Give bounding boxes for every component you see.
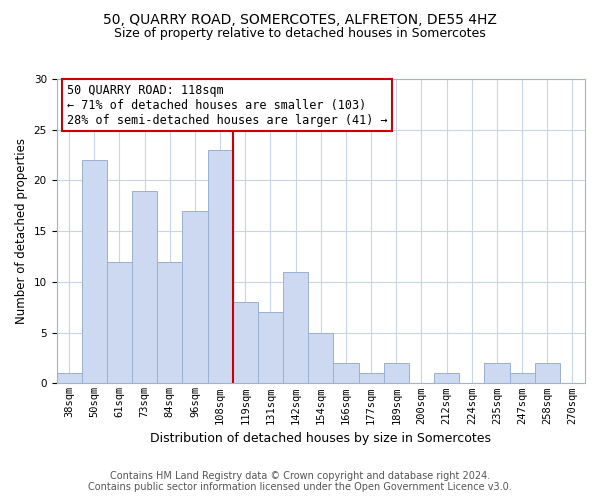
Text: Contains HM Land Registry data © Crown copyright and database right 2024.
Contai: Contains HM Land Registry data © Crown c… <box>88 471 512 492</box>
Bar <box>383 363 409 384</box>
Text: 50 QUARRY ROAD: 118sqm
← 71% of detached houses are smaller (103)
28% of semi-de: 50 QUARRY ROAD: 118sqm ← 71% of detached… <box>67 84 388 126</box>
Bar <box>258 312 283 384</box>
Bar <box>434 373 459 384</box>
Y-axis label: Number of detached properties: Number of detached properties <box>15 138 28 324</box>
Bar <box>82 160 107 384</box>
Bar <box>484 363 509 384</box>
Bar <box>132 190 157 384</box>
Bar <box>334 363 359 384</box>
X-axis label: Distribution of detached houses by size in Somercotes: Distribution of detached houses by size … <box>150 432 491 445</box>
Bar <box>56 373 82 384</box>
Bar <box>308 332 334 384</box>
Bar <box>233 302 258 384</box>
Bar <box>535 363 560 384</box>
Text: 50, QUARRY ROAD, SOMERCOTES, ALFRETON, DE55 4HZ: 50, QUARRY ROAD, SOMERCOTES, ALFRETON, D… <box>103 12 497 26</box>
Bar <box>283 272 308 384</box>
Bar <box>208 150 233 384</box>
Bar <box>182 211 208 384</box>
Bar <box>509 373 535 384</box>
Bar <box>107 262 132 384</box>
Bar <box>359 373 383 384</box>
Bar <box>157 262 182 384</box>
Text: Size of property relative to detached houses in Somercotes: Size of property relative to detached ho… <box>114 28 486 40</box>
